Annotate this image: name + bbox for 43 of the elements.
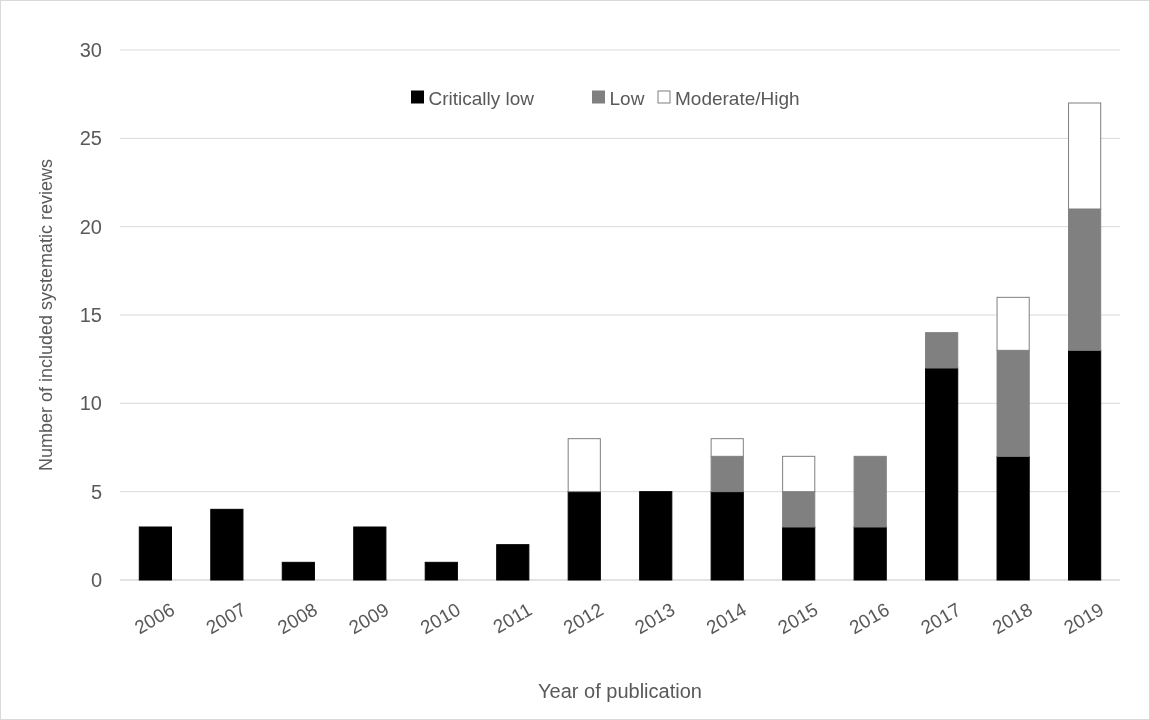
- y-tick-label: 0: [90, 569, 102, 591]
- legend-label: Moderate/High: [675, 87, 800, 109]
- x-tick-label: 2008: [273, 598, 321, 639]
- bar: [639, 491, 673, 581]
- bar: [925, 367, 959, 581]
- y-tick-label: 20: [79, 215, 102, 238]
- x-tick-label: 2013: [631, 598, 679, 639]
- bar: [424, 561, 458, 581]
- y-axis-title: Number of included systematic reviews: [36, 158, 56, 472]
- bar: [281, 561, 315, 581]
- legend-label: Critically low: [428, 87, 535, 109]
- x-tick-label: 2019: [1060, 598, 1108, 639]
- y-tick-label: 15: [79, 304, 102, 326]
- x-tick-label: 2009: [345, 598, 393, 639]
- bar: [996, 455, 1030, 581]
- bar: [210, 508, 244, 581]
- x-tick-label: 2016: [845, 598, 893, 639]
- x-axis-title: Year of publication: [538, 680, 702, 702]
- x-tick-label: 2017: [917, 598, 965, 639]
- x-tick-label: 2011: [489, 598, 536, 638]
- y-tick-label: 25: [79, 127, 102, 150]
- y-tick-label: 5: [90, 480, 102, 503]
- bar: [853, 526, 887, 581]
- x-tick-label: 2012: [559, 598, 607, 639]
- bar: [1068, 349, 1102, 581]
- x-tick-label: 2014: [702, 598, 751, 639]
- bar: [925, 332, 959, 369]
- bar: [567, 491, 601, 581]
- bar: [353, 526, 387, 581]
- x-tick-label: 2010: [416, 598, 464, 639]
- bar: [853, 455, 887, 528]
- bar: [567, 438, 601, 493]
- y-tick-label: 30: [79, 39, 102, 61]
- bar: [496, 544, 530, 581]
- legend-label: Low: [609, 87, 645, 109]
- bar: [782, 526, 816, 581]
- x-tick-label: 2018: [988, 598, 1036, 639]
- x-tick-label: 2007: [202, 598, 250, 639]
- bar: [710, 491, 744, 581]
- y-tick-label: 10: [79, 392, 102, 415]
- x-tick-label: 2015: [774, 598, 822, 639]
- bar: [138, 526, 172, 581]
- x-tick-label: 2006: [130, 598, 179, 639]
